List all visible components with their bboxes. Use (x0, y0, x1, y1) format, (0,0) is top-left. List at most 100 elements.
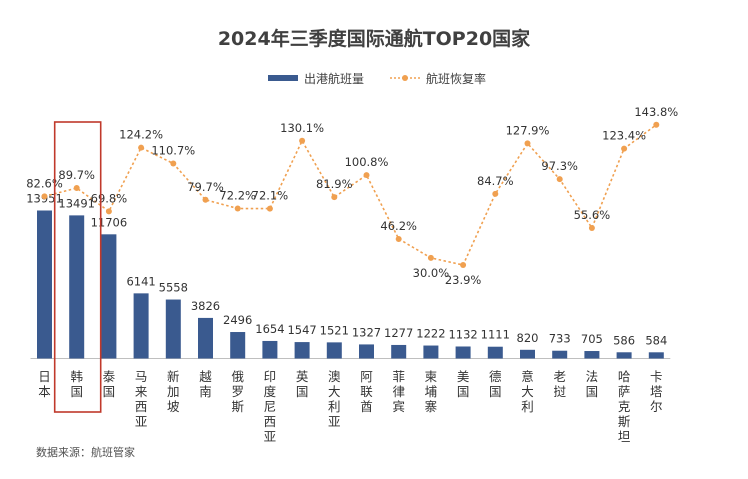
bar-7 (262, 340, 278, 359)
bar-16 (552, 350, 568, 359)
line-point-15 (524, 140, 531, 147)
bar-13 (455, 346, 471, 359)
bar-14 (487, 346, 503, 359)
line-point-13 (460, 262, 467, 269)
bar-3 (133, 293, 149, 359)
bar-0 (37, 210, 52, 359)
category-label-4: 新加坡 (167, 369, 180, 414)
category-label-5: 越南 (199, 369, 212, 399)
line-value-label-1: 89.7% (58, 168, 95, 182)
bar-18 (616, 352, 632, 359)
bar-value-label-16: 733 (549, 332, 571, 346)
bar-10 (359, 344, 374, 359)
line-value-label-5: 79.7% (187, 180, 224, 194)
bar-value-label-7: 1654 (255, 322, 284, 336)
category-label-2: 泰国 (103, 369, 116, 399)
bar-value-label-14: 1111 (481, 328, 510, 342)
legend-label-bars: 出港航班量 (304, 71, 365, 86)
category-label-6: 俄罗斯 (231, 369, 244, 414)
line-point-14 (492, 190, 499, 197)
category-label-11: 菲律宾 (392, 369, 405, 414)
bar-19 (648, 352, 664, 359)
bar-8 (294, 342, 310, 359)
line-value-label-6: 72.2% (219, 189, 256, 203)
bar-12 (423, 345, 439, 359)
bar-5 (198, 317, 213, 359)
bar-value-label-4: 5558 (159, 281, 188, 295)
line-value-label-8: 130.1% (280, 121, 324, 135)
bar-value-label-19: 584 (645, 333, 667, 347)
legend: 出港航班量 航班恢复率 (268, 70, 512, 86)
line-point-12 (427, 254, 434, 261)
category-label-14: 德国 (489, 369, 502, 399)
line-point-4 (170, 160, 177, 167)
line-point-18 (621, 145, 628, 152)
category-label-18: 哈萨克斯坦 (618, 369, 631, 444)
line-point-16 (556, 176, 563, 183)
bar-11 (391, 344, 407, 359)
legend-swatch-line (390, 75, 421, 81)
category-label-13: 美国 (457, 369, 470, 399)
line-point-11 (395, 235, 402, 242)
line-point-1 (73, 185, 80, 192)
line-value-label-0: 82.6% (26, 176, 63, 190)
bar-6 (230, 332, 246, 359)
category-label-3: 马来西亚 (135, 369, 148, 429)
line-value-label-14: 84.7% (477, 174, 514, 188)
line-value-label-13: 23.9% (445, 273, 482, 287)
line-point-5 (202, 196, 209, 203)
line-point-2 (105, 208, 112, 215)
recovery-rate-line (44, 124, 657, 266)
line-value-label-4: 110.7% (151, 143, 195, 157)
line-point-19 (653, 121, 660, 128)
bar-value-label-6: 2496 (223, 313, 252, 327)
category-label-10: 阿联酋 (360, 369, 373, 414)
bar-value-label-3: 6141 (126, 274, 155, 288)
line-value-label-11: 46.2% (380, 219, 417, 233)
line-point-3 (138, 144, 145, 151)
line-value-label-18: 123.4% (602, 129, 646, 143)
category-label-15: 意大利 (521, 369, 534, 414)
bar-15 (520, 349, 535, 359)
bar-2 (101, 234, 117, 359)
bar-value-label-15: 820 (517, 331, 539, 345)
legend-label-line: 航班恢复率 (426, 71, 487, 86)
bar-4 (165, 299, 181, 359)
line-point-0 (41, 193, 48, 200)
source-note: 数据来源：航班管家 (36, 446, 135, 459)
category-label-16: 老挝 (553, 369, 566, 399)
line-point-8 (299, 137, 306, 144)
category-label-9: 澳大利亚 (328, 369, 341, 429)
category-label-19: 卡塔尔 (650, 369, 663, 414)
line-point-7 (266, 205, 273, 212)
category-label-1: 韩国 (70, 369, 83, 399)
line-value-label-9: 81.9% (316, 177, 353, 191)
bar-value-label-11: 1277 (384, 326, 413, 340)
line-value-label-15: 127.9% (506, 123, 550, 137)
category-label-17: 法国 (586, 369, 599, 399)
line-value-label-12: 30.0% (413, 266, 450, 280)
bar-value-label-5: 3826 (191, 299, 220, 313)
line-point-6 (234, 205, 241, 212)
bar-value-label-8: 1547 (287, 323, 316, 337)
line-point-10 (363, 172, 370, 179)
category-label-8: 英国 (296, 369, 309, 399)
bar-value-label-17: 705 (581, 332, 603, 346)
chart-title: 2024年三季度国际通航TOP20国家 (217, 28, 531, 50)
line-value-label-19: 143.8% (634, 105, 678, 119)
bar-value-label-2: 11706 (91, 215, 128, 229)
line-value-label-2: 69.8% (91, 191, 128, 205)
line-value-label-3: 124.2% (119, 128, 163, 142)
legend-item-bars: 出港航班量 (268, 70, 364, 87)
bar-value-label-9: 1521 (320, 323, 349, 337)
category-label-7: 印度尼西亚 (264, 369, 277, 444)
legend-swatch-bar (268, 75, 298, 81)
line-point-9 (331, 194, 338, 201)
line-value-label-7: 72.1% (252, 189, 289, 203)
bar-value-label-10: 1327 (352, 325, 381, 339)
category-label-0: 日本 (38, 369, 51, 399)
line-value-label-17: 55.6% (574, 208, 611, 222)
bar-1 (69, 215, 85, 359)
bar-value-label-13: 1132 (448, 327, 477, 341)
